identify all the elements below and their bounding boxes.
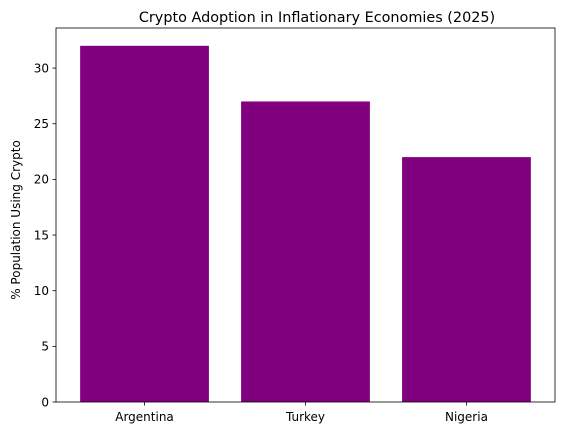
chart-title: Crypto Adoption in Inflationary Economie… [139, 10, 495, 26]
bar-turkey [241, 101, 370, 402]
y-tick-label: 15 [34, 228, 49, 242]
y-tick-label: 20 [34, 173, 49, 187]
y-tick-label: 5 [41, 340, 49, 354]
y-tick-label: 0 [41, 395, 49, 409]
y-tick-label: 30 [34, 61, 49, 75]
x-tick-label-argentina: Argentina [115, 410, 174, 424]
x-axis: Argentina Turkey Nigeria [115, 402, 488, 424]
bar-nigeria [402, 157, 531, 402]
y-axis-label: % Population Using Crypto [9, 140, 23, 300]
bars-layer [80, 45, 531, 403]
plot-frame [55, 27, 556, 403]
y-tick-label: 25 [34, 117, 49, 131]
x-tick-label-nigeria: Nigeria [445, 410, 488, 424]
y-tick-label: 10 [34, 284, 49, 298]
x-tick-label-turkey: Turkey [285, 410, 325, 424]
bar-argentina [80, 45, 209, 403]
y-axis: 0 5 10 15 20 25 30 [34, 61, 56, 409]
